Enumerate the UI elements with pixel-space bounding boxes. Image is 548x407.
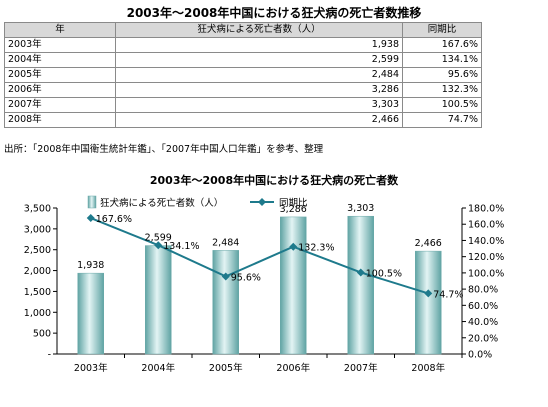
legend-line-marker xyxy=(258,198,266,206)
bar-value-label: 3,303 xyxy=(347,203,374,214)
bar-value-label: 3,286 xyxy=(280,204,307,215)
y-tick-label: 1,000 xyxy=(24,308,51,319)
y2-tick-label: 80.0% xyxy=(468,285,498,296)
header-deaths: 狂犬病による死亡者数（人） xyxy=(115,22,403,38)
cell-year: 2003年 xyxy=(4,37,116,53)
x-tick-label: 2006年 xyxy=(276,362,310,374)
y-tick-label: 3,500 xyxy=(24,204,51,215)
x-tick-label: 2003年 xyxy=(74,362,108,374)
x-tick-label: 2008年 xyxy=(411,362,445,374)
bar xyxy=(280,216,307,355)
bar xyxy=(145,245,172,355)
table-row: 2003年 1,938 167.6% xyxy=(4,37,482,53)
cell-deaths: 3,286 xyxy=(115,82,403,98)
y2-tick-label: 120.0% xyxy=(468,252,504,263)
bar-value-label: 2,599 xyxy=(145,233,172,244)
bar-value-label: 2,466 xyxy=(415,238,442,249)
line-point xyxy=(221,272,230,281)
series-line xyxy=(90,217,429,295)
table-row: 2005年 2,484 95.6% xyxy=(4,67,482,83)
header-ratio: 同期比 xyxy=(402,22,482,38)
cell-ratio: 95.6% xyxy=(402,67,482,83)
source-note: 出所：「2008年中国衛生統計年鑑」、「2007年中国人口年鑑」を参考、整理 xyxy=(4,144,324,155)
line-value-label: 167.6% xyxy=(96,214,132,225)
cell-deaths: 2,599 xyxy=(115,52,403,68)
chart-title: 2003年～2008年中国における狂犬病の死亡者数 xyxy=(149,174,399,187)
line-point xyxy=(154,241,163,250)
y2-tick-label: 60.0% xyxy=(468,301,498,312)
line-value-label: 134.1% xyxy=(163,241,199,252)
y-tick-label: 3,000 xyxy=(24,224,51,235)
cell-deaths: 2,466 xyxy=(115,112,403,128)
data-table: 年 狂犬病による死亡者数（人） 同期比 2003年 1,938 167.6% 2… xyxy=(4,22,482,128)
cell-year: 2008年 xyxy=(4,112,116,128)
y-tick-label: 500 xyxy=(33,329,51,340)
cell-ratio: 132.3% xyxy=(402,82,482,98)
cell-ratio: 100.5% xyxy=(402,97,482,113)
y2-tick-label: 40.0% xyxy=(468,317,498,328)
y-tick-label: - xyxy=(48,350,51,361)
cell-ratio: 134.1% xyxy=(402,52,482,68)
y2-tick-label: 180.0% xyxy=(468,204,504,215)
table-header-row: 年 狂犬病による死亡者数（人） 同期比 xyxy=(4,22,482,38)
table-row: 2006年 3,286 132.3% xyxy=(4,82,482,98)
line-point xyxy=(86,214,95,223)
line-point xyxy=(356,268,365,277)
cell-year: 2004年 xyxy=(4,52,116,68)
y2-tick-label: 100.0% xyxy=(468,268,504,279)
line-value-label: 95.6% xyxy=(231,272,261,283)
header-year: 年 xyxy=(4,22,116,38)
y2-tick-label: 20.0% xyxy=(468,333,498,344)
table-row: 2004年 2,599 134.1% xyxy=(4,52,482,68)
cell-year: 2007年 xyxy=(4,97,116,113)
line-point xyxy=(289,242,298,251)
bar-value-label: 2,484 xyxy=(212,237,239,248)
bar xyxy=(77,272,104,355)
bar xyxy=(347,215,374,355)
table-title: 2003年～2008年中国における狂犬病の死亡者数推移 xyxy=(126,6,422,20)
table-row: 2007年 3,303 100.5% xyxy=(4,97,482,113)
cell-year: 2006年 xyxy=(4,82,116,98)
y-tick-label: 2,000 xyxy=(24,266,51,277)
cell-deaths: 2,484 xyxy=(115,67,403,83)
combo-chart: 3,500 3,000 2,500 2,000 1,500 1,000 500 - 180.0%… xyxy=(24,195,504,374)
legend-bar-label: 狂犬病による死亡者数（人） xyxy=(100,197,223,209)
cell-deaths: 1,938 xyxy=(115,37,403,53)
table-row: 2008年 2,466 74.7% xyxy=(4,112,482,128)
line-value-label: 100.5% xyxy=(366,268,402,279)
y2-tick-label: 0.0% xyxy=(468,350,492,361)
line-value-label: 132.3% xyxy=(298,243,334,254)
cell-deaths: 3,303 xyxy=(115,97,403,113)
line-point xyxy=(424,289,433,298)
cell-year: 2005年 xyxy=(4,67,116,83)
y2-tick-label: 160.0% xyxy=(468,220,504,231)
bar xyxy=(415,250,442,355)
bar-value-label: 1,938 xyxy=(77,260,104,271)
legend-bar-swatch xyxy=(87,195,97,209)
y2-tick-label: 140.0% xyxy=(468,236,504,247)
x-tick-label: 2005年 xyxy=(209,362,243,374)
cell-ratio: 167.6% xyxy=(402,37,482,53)
line-value-label: 74.7% xyxy=(433,289,463,300)
cell-ratio: 74.7% xyxy=(402,112,482,128)
legend-line-label: 同期比 xyxy=(279,197,308,209)
x-tick-label: 2004年 xyxy=(141,362,175,374)
y-tick-label: 2,500 xyxy=(24,245,51,256)
y-tick-label: 1,500 xyxy=(24,287,51,298)
bar xyxy=(212,250,239,355)
x-tick-label: 2007年 xyxy=(344,362,378,374)
